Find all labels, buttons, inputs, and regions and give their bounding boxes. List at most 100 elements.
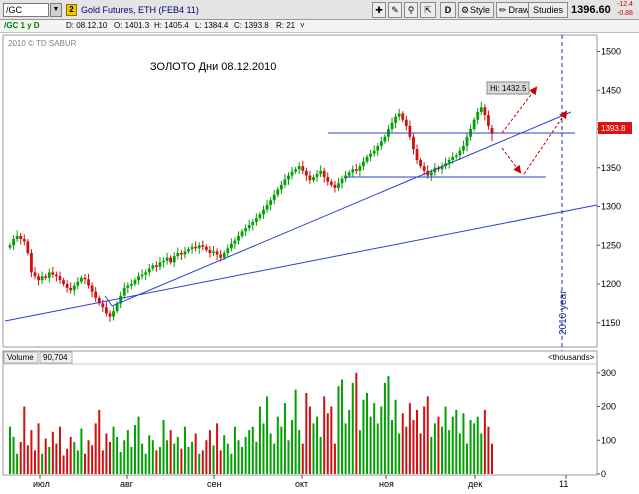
candle-body [129, 284, 133, 286]
candle-body [276, 189, 280, 195]
date-readout: D: 08.12.10 [66, 21, 108, 30]
crosshair-icon: ✚ [375, 5, 383, 15]
candle-body [76, 281, 80, 286]
candle-body [440, 166, 444, 170]
candle-body [44, 276, 48, 278]
link-group-badge[interactable]: 2 [66, 4, 77, 16]
style-button[interactable]: ⚙ Style [458, 2, 494, 18]
candle-body [301, 166, 305, 171]
forecast-arrow-rebound[interactable] [523, 110, 568, 175]
volume-bar [287, 440, 290, 474]
candle-body [462, 146, 465, 151]
volume-bar [58, 426, 61, 474]
candle-body [65, 284, 69, 288]
candle-body [179, 253, 183, 255]
volume-units: <thousands> [548, 353, 595, 362]
candle-body [15, 235, 19, 240]
volume-bar [323, 396, 326, 474]
candle-body [365, 156, 369, 162]
candle-body [133, 280, 137, 284]
price-tick-label: 1500 [601, 47, 621, 57]
studies-button[interactable]: Studies [528, 2, 568, 18]
volume-bar [387, 376, 390, 474]
candle-body [294, 169, 298, 172]
candle-body [412, 136, 415, 150]
volume-bar [391, 420, 394, 474]
volume-bar [366, 393, 369, 474]
chevron-down-icon[interactable]: ˅ [300, 21, 305, 30]
open-readout: O: 1401.3 [114, 21, 150, 30]
candle-body [204, 246, 208, 250]
expand-button[interactable]: ⇱ [420, 2, 436, 18]
volume-bar [73, 441, 76, 474]
crosshair-tool-button[interactable]: ✚ [372, 2, 386, 18]
candle-body [94, 291, 98, 298]
rising-trendline[interactable] [111, 111, 572, 307]
candle-body [90, 285, 94, 292]
volume-bar [466, 443, 469, 474]
volume-bar [473, 423, 476, 474]
volume-bar [201, 450, 204, 474]
forecast-arrow-up[interactable] [501, 86, 538, 134]
volume-bar [305, 393, 308, 474]
studies-button-label: Studies [532, 5, 564, 15]
volume-bar [162, 420, 165, 474]
time-tick-label: сен [207, 479, 222, 489]
volume-bar [241, 447, 244, 474]
candle-body [394, 116, 397, 123]
candle-body [304, 170, 308, 176]
candle-body [26, 241, 30, 253]
series-label[interactable]: /GC 1 y D [4, 21, 40, 30]
long-trendline[interactable] [4, 204, 598, 322]
candle-body [197, 245, 201, 249]
hi-label: Hi: 1432.5 [490, 84, 527, 93]
volume-tick-label: 0 [601, 469, 606, 479]
symbol-input[interactable]: /GC [3, 3, 49, 17]
candle-body [401, 113, 405, 120]
volume-bar [308, 406, 311, 474]
volume-bar [301, 443, 304, 474]
volume-tick-label: 300 [601, 368, 616, 378]
candle-body [55, 274, 58, 277]
candle-body [226, 248, 230, 253]
volume-bar [144, 453, 147, 474]
candle-body [62, 280, 65, 284]
volume-bar [380, 406, 383, 474]
zoom-tool-button[interactable]: ⚲ [404, 2, 418, 18]
price-tick-label: 1300 [601, 202, 621, 212]
volume-bar [408, 403, 411, 474]
candle-body [383, 136, 387, 142]
candle-body [272, 194, 276, 201]
symbol-dropdown-button[interactable]: ▼ [50, 3, 62, 17]
chart-toolbar: /GC ▼ 2 Gold Futures, ETH (FEB4 11) ✚ ✎ … [0, 0, 639, 20]
volume-bar [248, 430, 251, 474]
volume-bar [98, 409, 101, 474]
candle-body [47, 272, 51, 278]
candle-body [215, 251, 219, 255]
net-change: -12.4 [617, 1, 633, 8]
candle-body [290, 171, 294, 176]
candle-body [369, 153, 373, 157]
volume-bar [83, 453, 86, 474]
volume-bar [266, 396, 269, 474]
volume-bar [398, 433, 401, 474]
volume-bar [94, 423, 97, 474]
candle-body [465, 136, 469, 147]
candle-body [254, 218, 258, 222]
trendline-anchor [104, 295, 113, 307]
volume-bar [448, 430, 451, 474]
forecast-arrow-down[interactable] [501, 147, 522, 174]
hi-label-box [486, 81, 530, 95]
candle-body [80, 277, 83, 282]
candle-body [319, 170, 323, 174]
volume-bar [483, 409, 486, 474]
draw-tool-button[interactable]: ✎ [388, 2, 402, 18]
candle-body [379, 141, 383, 147]
volume-bar [191, 441, 194, 474]
candle-body [58, 276, 62, 281]
aggregation-button[interactable]: D [440, 2, 456, 18]
volume-bar [44, 438, 47, 474]
price-tick-label: 1150 [601, 318, 620, 328]
candle-body [51, 272, 55, 275]
